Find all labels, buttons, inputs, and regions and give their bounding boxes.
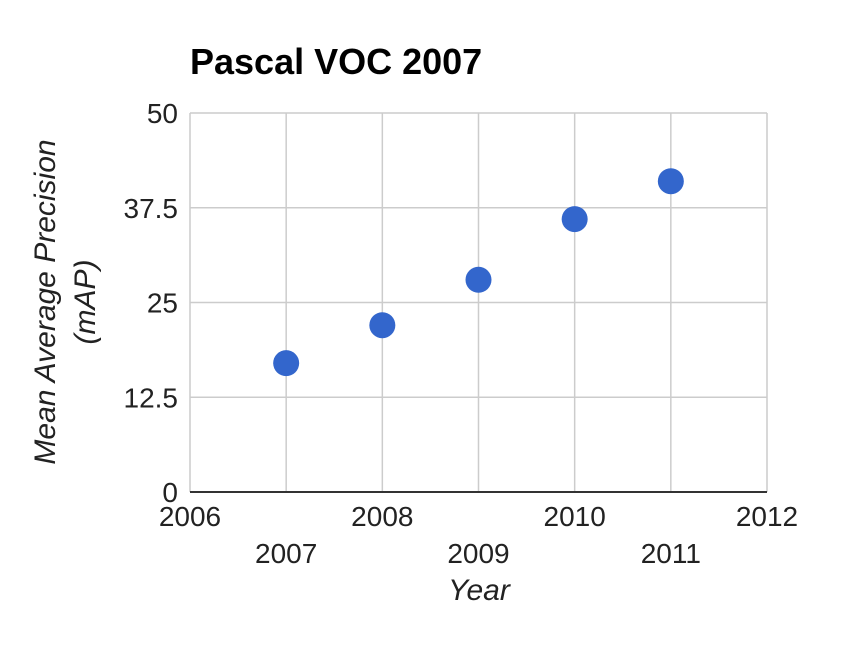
- x-tick-label: 2010: [544, 501, 606, 532]
- y-axis-title-line1: Mean Average Precision: [29, 139, 62, 464]
- data-point: [369, 312, 396, 339]
- y-tick-label: 12.5: [124, 382, 179, 413]
- data-point: [465, 266, 492, 293]
- chart-title: Pascal VOC 2007: [190, 41, 482, 82]
- y-axis-title-line2: (mAP): [69, 260, 102, 345]
- x-tick-label: 2011: [641, 538, 701, 569]
- y-tick-label: 37.5: [124, 193, 179, 224]
- y-tick-label: 25: [147, 288, 178, 319]
- x-tick-label: 2006: [159, 501, 221, 532]
- data-point: [561, 206, 588, 233]
- grid-layer: [189, 112, 768, 492]
- y-tick-label: 50: [147, 98, 178, 129]
- y-tick-label: 0: [162, 477, 178, 508]
- x-tick-label: 2012: [736, 501, 798, 532]
- y-axis-title: Mean Average Precision (mAP): [29, 139, 102, 464]
- x-tick-label: 2009: [447, 538, 509, 569]
- x-axis-title: Year: [448, 574, 511, 607]
- x-tick-label: 2007: [255, 538, 317, 569]
- data-point: [657, 168, 684, 195]
- tick-labels: 0 12.5 25 37.5 50 2006 2007 2008 2009 2010 2011 201…: [124, 98, 799, 569]
- x-tick-label: 2008: [351, 501, 413, 532]
- data-point: [273, 350, 300, 377]
- data-points: [273, 168, 684, 377]
